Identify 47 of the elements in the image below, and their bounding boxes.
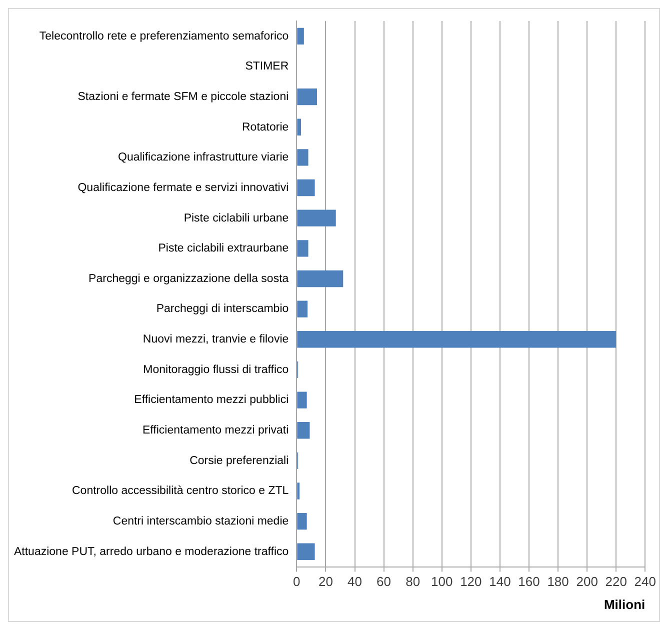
y-tick-label: Parcheggi e organizzazione della sosta	[88, 272, 290, 285]
bar	[297, 422, 310, 439]
x-tick-label: 100	[431, 574, 453, 590]
y-tick-label: Rotatorie	[242, 121, 289, 134]
y-tick-label: Qualificazione infrastrutture viarie	[118, 152, 289, 164]
x-tick-label: 180	[547, 574, 569, 590]
y-tick-label: Efficientamento mezzi pubblici	[134, 394, 289, 406]
y-tick-label: Parcheggi di interscambio	[156, 303, 289, 316]
bar	[297, 88, 317, 106]
x-tick-label: 60	[376, 574, 392, 590]
bar	[297, 240, 308, 257]
x-tick-label: 80	[406, 574, 420, 590]
y-tick-label: Telecontrollo rete e preferenziamento semaforico	[39, 30, 289, 42]
x-tick-label: 140	[489, 574, 511, 590]
y-tick-label: Stazioni e fermate SFM e piccole stazioni	[78, 90, 289, 103]
y-tick-label: Corsie preferenziali	[190, 454, 289, 467]
x-tick-label: 160	[518, 574, 540, 590]
bar	[297, 543, 315, 560]
bar	[297, 149, 308, 166]
y-tick-label: Nuovi mezzi, tranvie e filovie	[142, 334, 289, 346]
bar	[297, 331, 616, 348]
y-tick-label: STIMER	[245, 60, 289, 73]
x-tick-label: 200	[576, 574, 598, 590]
bar	[297, 392, 307, 408]
bar	[297, 118, 302, 136]
y-tick-label: Monitoraggio flussi di traffico	[143, 364, 289, 376]
x-tick-label: 0	[293, 574, 300, 590]
bar	[297, 482, 300, 500]
x-tick-label: 220	[605, 574, 627, 590]
x-tick-label: 40	[348, 574, 362, 590]
bar	[297, 300, 308, 318]
y-tick-label: Centri interscambio stazioni medie	[112, 515, 289, 528]
y-tick-label: Efficientamento mezzi privati	[142, 424, 289, 437]
bar	[297, 512, 307, 530]
y-tick-label: Attuazione PUT, arredo urbano e moderazione traffico	[14, 546, 289, 558]
y-tick-label: Controllo accessibilità centro storico e ZTL	[72, 485, 290, 498]
y-tick-label: Qualificazione fermate e servizi innovativi	[78, 182, 289, 194]
x-tick-label: 120	[460, 574, 482, 590]
bar	[297, 210, 336, 226]
x-tick-label: 240	[634, 574, 656, 590]
bar	[297, 179, 315, 196]
y-tick-label: Piste ciclabili urbane	[184, 212, 289, 224]
x-tick-label: 20	[318, 574, 333, 590]
bar	[297, 270, 344, 288]
bar	[297, 28, 304, 44]
y-tick-label: Piste ciclabili extraurbane	[158, 242, 289, 255]
x-axis-title: Milioni	[604, 596, 646, 612]
